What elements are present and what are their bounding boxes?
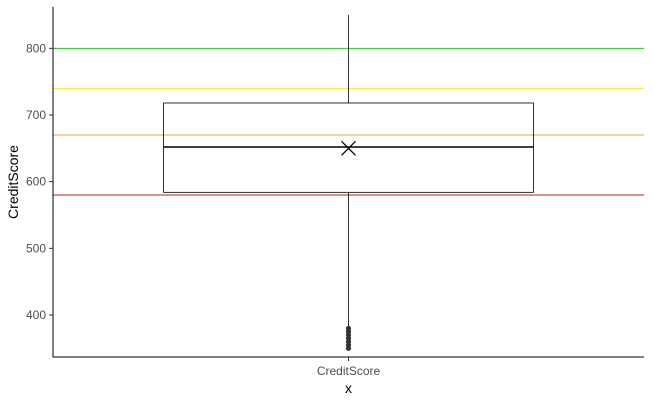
boxplot: [163, 15, 534, 351]
x-tick-label: CreditScore: [317, 364, 381, 378]
y-tick-label: 800: [26, 41, 46, 55]
x-axis-ticks: CreditScore: [317, 357, 381, 378]
y-tick-label: 500: [26, 241, 46, 255]
y-tick-label: 400: [26, 308, 46, 322]
y-axis-title: CreditScore: [5, 145, 21, 219]
y-tick-label: 600: [26, 175, 46, 189]
y-tick-label: 700: [26, 108, 46, 122]
outlier-point: [345, 325, 352, 331]
mean-marker: [341, 140, 356, 156]
x-axis-title: x: [345, 380, 352, 396]
y-axis-ticks: 400 500 600 700 800: [26, 41, 53, 322]
mean-marker-stroke: [341, 140, 356, 156]
